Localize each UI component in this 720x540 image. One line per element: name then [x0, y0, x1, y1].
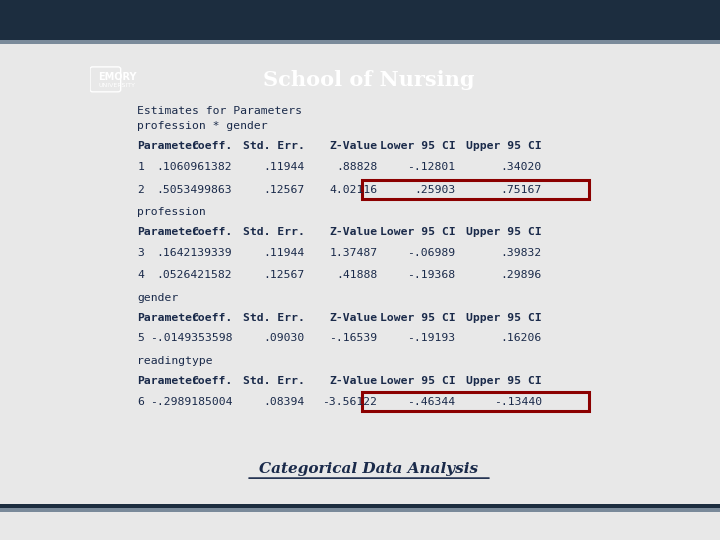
Text: .16206: .16206 — [500, 333, 542, 343]
Text: gender: gender — [138, 293, 179, 302]
Text: -.19368: -.19368 — [408, 270, 456, 280]
Text: profession: profession — [138, 207, 206, 217]
Text: Lower 95 CI: Lower 95 CI — [380, 141, 456, 151]
Text: Z-Value: Z-Value — [329, 227, 377, 237]
Text: Std. Err.: Std. Err. — [243, 141, 305, 151]
Text: .29896: .29896 — [500, 270, 542, 280]
Text: Parameter: Parameter — [138, 376, 199, 386]
Text: EMORY: EMORY — [99, 72, 137, 82]
Text: -.2989185004: -.2989185004 — [150, 396, 233, 407]
Text: Lower 95 CI: Lower 95 CI — [380, 376, 456, 386]
Text: Lower 95 CI: Lower 95 CI — [380, 313, 456, 322]
Text: -.19193: -.19193 — [408, 333, 456, 343]
Text: Std. Err.: Std. Err. — [243, 376, 305, 386]
Text: -.13440: -.13440 — [494, 396, 542, 407]
Text: .0526421582: .0526421582 — [157, 270, 233, 280]
Text: .11944: .11944 — [264, 248, 305, 258]
Text: Coeff.: Coeff. — [191, 141, 233, 151]
Text: .12567: .12567 — [264, 185, 305, 194]
Text: -.12801: -.12801 — [408, 162, 456, 172]
Text: .25903: .25903 — [414, 185, 456, 194]
Text: Upper 95 CI: Upper 95 CI — [467, 313, 542, 322]
Text: Parameter: Parameter — [138, 313, 199, 322]
Text: profession * gender: profession * gender — [138, 122, 268, 131]
Text: .34020: .34020 — [500, 162, 542, 172]
Text: School of Nursing: School of Nursing — [264, 70, 474, 90]
Text: 1: 1 — [138, 162, 144, 172]
Text: UNIVERSITY: UNIVERSITY — [99, 83, 135, 88]
Text: .41888: .41888 — [336, 270, 377, 280]
Text: Upper 95 CI: Upper 95 CI — [467, 376, 542, 386]
Text: readingtype: readingtype — [138, 356, 213, 366]
Text: Estimates for Parameters: Estimates for Parameters — [138, 105, 302, 116]
Text: Z-Value: Z-Value — [329, 141, 377, 151]
Text: Coeff.: Coeff. — [191, 376, 233, 386]
Text: .5053499863: .5053499863 — [157, 185, 233, 194]
Text: .1642139339: .1642139339 — [157, 248, 233, 258]
Text: Std. Err.: Std. Err. — [243, 313, 305, 322]
Text: Upper 95 CI: Upper 95 CI — [467, 227, 542, 237]
Text: -.06989: -.06989 — [408, 248, 456, 258]
Text: 6: 6 — [138, 396, 144, 407]
Text: .11944: .11944 — [264, 162, 305, 172]
Text: Parameter: Parameter — [138, 141, 199, 151]
Text: -.46344: -.46344 — [408, 396, 456, 407]
Text: .09030: .09030 — [264, 333, 305, 343]
Text: Z-Value: Z-Value — [329, 313, 377, 322]
Text: -.16539: -.16539 — [329, 333, 377, 343]
Text: 5: 5 — [138, 333, 144, 343]
Text: Coeff.: Coeff. — [191, 313, 233, 322]
Text: 3: 3 — [138, 248, 144, 258]
Text: 2: 2 — [138, 185, 144, 194]
Text: -.0149353598: -.0149353598 — [150, 333, 233, 343]
Text: Categorical Data Analysis: Categorical Data Analysis — [259, 462, 479, 476]
Text: Upper 95 CI: Upper 95 CI — [467, 141, 542, 151]
Text: 1.37487: 1.37487 — [329, 248, 377, 258]
Text: Z-Value: Z-Value — [329, 376, 377, 386]
Text: -3.56122: -3.56122 — [323, 396, 377, 407]
Text: .75167: .75167 — [500, 185, 542, 194]
Text: Lower 95 CI: Lower 95 CI — [380, 227, 456, 237]
Text: 4.02116: 4.02116 — [329, 185, 377, 194]
Text: .12567: .12567 — [264, 270, 305, 280]
Text: .88828: .88828 — [336, 162, 377, 172]
Text: 4: 4 — [138, 270, 144, 280]
Text: .39832: .39832 — [500, 248, 542, 258]
Text: Parameter: Parameter — [138, 227, 199, 237]
Text: .1060961382: .1060961382 — [157, 162, 233, 172]
Text: .08394: .08394 — [264, 396, 305, 407]
Text: Coeff.: Coeff. — [191, 227, 233, 237]
Text: Std. Err.: Std. Err. — [243, 227, 305, 237]
